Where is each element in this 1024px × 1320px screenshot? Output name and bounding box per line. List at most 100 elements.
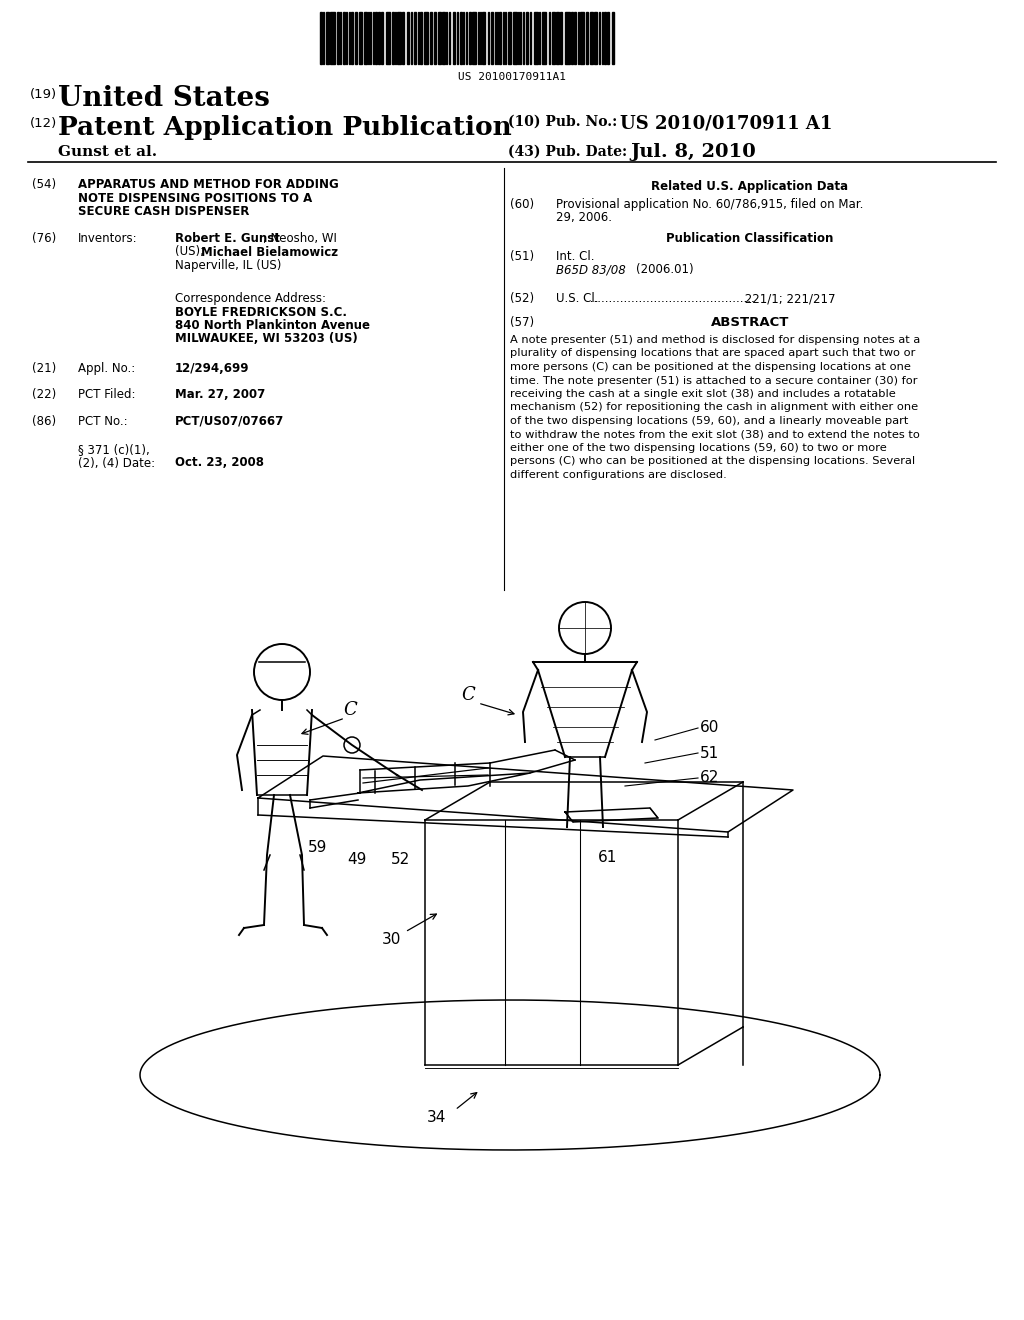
Bar <box>580 12 584 63</box>
Bar <box>378 12 380 63</box>
Text: Gunst et al.: Gunst et al. <box>58 145 157 158</box>
Bar <box>560 12 562 63</box>
Bar <box>438 12 441 63</box>
Bar <box>343 12 345 63</box>
Text: 12/294,699: 12/294,699 <box>175 362 250 375</box>
Bar <box>594 12 597 63</box>
Text: 221/1; 221/217: 221/1; 221/217 <box>741 292 836 305</box>
Bar <box>469 12 471 63</box>
Bar <box>434 12 436 63</box>
Text: PCT No.:: PCT No.: <box>78 414 128 428</box>
Bar <box>586 12 588 63</box>
Text: US 20100170911A1: US 20100170911A1 <box>458 73 566 82</box>
Bar <box>397 12 401 63</box>
Text: time. The note presenter (51) is attached to a secure container (30) for: time. The note presenter (51) is attache… <box>510 375 918 385</box>
Bar <box>424 12 428 63</box>
Bar <box>392 12 394 63</box>
Bar <box>386 12 390 63</box>
Text: Int. Cl.: Int. Cl. <box>556 249 595 263</box>
Text: persons (C) who can be positioned at the dispensing locations. Several: persons (C) who can be positioned at the… <box>510 457 915 466</box>
Text: A note presenter (51) and method is disclosed for dispensing notes at a: A note presenter (51) and method is disc… <box>510 335 921 345</box>
Text: (52): (52) <box>510 292 535 305</box>
Text: more persons (C) can be positioned at the dispensing locations at one: more persons (C) can be positioned at th… <box>510 362 911 372</box>
Bar <box>375 12 377 63</box>
Bar <box>472 12 476 63</box>
Text: (2006.01): (2006.01) <box>636 264 693 276</box>
Bar <box>355 12 357 63</box>
Text: of the two dispensing locations (59, 60), and a linearly moveable part: of the two dispensing locations (59, 60)… <box>510 416 908 426</box>
Text: 62: 62 <box>700 771 720 785</box>
Text: 52: 52 <box>390 851 410 867</box>
Text: (51): (51) <box>510 249 535 263</box>
Text: U.S. Cl.: U.S. Cl. <box>556 292 598 305</box>
Text: Provisional application No. 60/786,915, filed on Mar.: Provisional application No. 60/786,915, … <box>556 198 863 211</box>
Bar <box>330 12 335 63</box>
Bar <box>351 12 353 63</box>
Bar <box>381 12 383 63</box>
Text: 30: 30 <box>382 932 401 946</box>
Bar <box>453 12 455 63</box>
Text: (10) Pub. No.:: (10) Pub. No.: <box>508 115 617 129</box>
Bar <box>565 12 570 63</box>
Text: (12): (12) <box>30 117 57 129</box>
Text: 29, 2006.: 29, 2006. <box>556 211 612 224</box>
Bar <box>326 12 329 63</box>
Text: (60): (60) <box>510 198 535 211</box>
Text: APPARATUS AND METHOD FOR ADDING: APPARATUS AND METHOD FOR ADDING <box>78 178 339 191</box>
Text: United States: United States <box>58 84 270 112</box>
Text: 61: 61 <box>598 850 617 865</box>
Bar <box>604 12 606 63</box>
Text: § 371 (c)(1),: § 371 (c)(1), <box>78 444 150 455</box>
Text: ABSTRACT: ABSTRACT <box>711 315 790 329</box>
Bar <box>612 12 614 63</box>
Text: (43) Pub. Date:: (43) Pub. Date: <box>508 145 627 158</box>
Bar <box>571 12 573 63</box>
Bar <box>337 12 339 63</box>
Text: Naperville, IL (US): Naperville, IL (US) <box>175 259 282 272</box>
Text: (US);: (US); <box>175 246 208 259</box>
Text: (86): (86) <box>32 414 56 428</box>
Text: Appl. No.:: Appl. No.: <box>78 362 135 375</box>
Bar <box>420 12 422 63</box>
Text: Related U.S. Application Data: Related U.S. Application Data <box>651 180 849 193</box>
Text: Publication Classification: Publication Classification <box>667 232 834 246</box>
Bar <box>407 12 409 63</box>
Bar <box>574 12 575 63</box>
Bar <box>556 12 559 63</box>
Bar <box>490 12 493 63</box>
Bar <box>552 12 555 63</box>
Bar <box>534 12 538 63</box>
Text: (19): (19) <box>30 88 57 102</box>
Text: SECURE CASH DISPENSER: SECURE CASH DISPENSER <box>78 205 250 218</box>
Bar <box>607 12 609 63</box>
Text: 60: 60 <box>700 721 720 735</box>
Bar <box>319 12 322 63</box>
Text: different configurations are disclosed.: different configurations are disclosed. <box>510 470 727 480</box>
Text: Patent Application Publication: Patent Application Publication <box>58 115 512 140</box>
Text: BOYLE FREDRICKSON S.C.: BOYLE FREDRICKSON S.C. <box>175 305 347 318</box>
Text: 34: 34 <box>427 1110 446 1125</box>
Text: PCT Filed:: PCT Filed: <box>78 388 135 401</box>
Text: 59: 59 <box>308 840 328 855</box>
Bar <box>402 12 404 63</box>
Text: Inventors:: Inventors: <box>78 232 137 246</box>
Text: to withdraw the notes from the exit slot (38) and to extend the notes to: to withdraw the notes from the exit slot… <box>510 429 920 440</box>
Text: US 2010/0170911 A1: US 2010/0170911 A1 <box>620 115 833 133</box>
Text: plurality of dispensing locations that are spaced apart such that two or: plurality of dispensing locations that a… <box>510 348 915 359</box>
Text: 840 North Plankinton Avenue: 840 North Plankinton Avenue <box>175 319 370 333</box>
Bar <box>442 12 445 63</box>
Text: PCT/US07/07667: PCT/US07/07667 <box>175 414 285 428</box>
Bar <box>513 12 517 63</box>
Text: receiving the cash at a single exit slot (38) and includes a rotatable: receiving the cash at a single exit slot… <box>510 389 896 399</box>
Text: C: C <box>343 701 357 719</box>
Text: (54): (54) <box>32 178 56 191</box>
Text: Michael Bielamowicz: Michael Bielamowicz <box>201 246 338 259</box>
Text: MILWAUKEE, WI 53203 (US): MILWAUKEE, WI 53203 (US) <box>175 333 357 346</box>
Text: 49: 49 <box>347 851 367 867</box>
Text: Mar. 27, 2007: Mar. 27, 2007 <box>175 388 265 401</box>
Text: either one of the two dispensing locations (59, 60) to two or more: either one of the two dispensing locatio… <box>510 444 887 453</box>
Text: NOTE DISPENSING POSITIONS TO A: NOTE DISPENSING POSITIONS TO A <box>78 191 312 205</box>
Text: C: C <box>461 686 475 704</box>
Text: 51: 51 <box>700 746 719 760</box>
Text: (22): (22) <box>32 388 56 401</box>
